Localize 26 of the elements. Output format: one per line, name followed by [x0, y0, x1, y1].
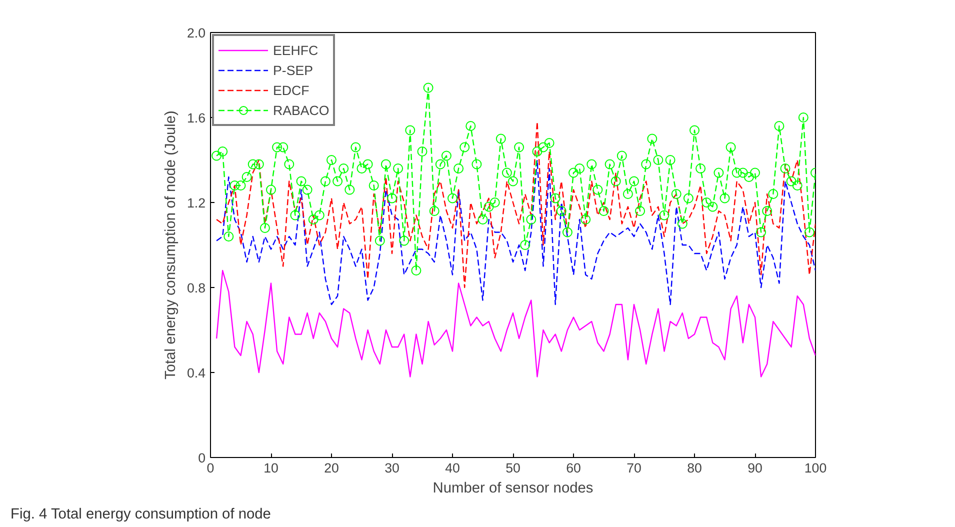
y-tick-label: 2.0 [186, 26, 206, 40]
legend-label: P-SEP [273, 62, 313, 78]
caption: Fig. 4 Total energy consumption of node [10, 506, 271, 522]
x-tick-label: 20 [324, 460, 339, 476]
x-tick-label: 50 [506, 460, 520, 476]
x-tick-label: 40 [445, 460, 460, 476]
x-tick-label: 90 [748, 460, 762, 476]
x-axis-title: Number of sensor nodes [432, 480, 594, 496]
y-tick-label: 1.2 [186, 196, 206, 210]
x-tick-label: 30 [384, 460, 400, 476]
y-axis-title: Total energy consumption of node (Joule) [162, 110, 179, 380]
y-tick-label: 0 [198, 450, 206, 466]
y-tick-label: 0.4 [186, 366, 206, 380]
x-tick-label: 60 [566, 460, 581, 476]
legend-label: EDCF [273, 82, 310, 98]
line-series [216, 159, 816, 306]
x-tick-label: 10 [264, 460, 278, 476]
legend-label: RABACO [273, 102, 330, 118]
y-tick-label: 1.6 [186, 110, 206, 126]
line-series [216, 121, 816, 288]
y-tick-label: 0.8 [186, 280, 206, 296]
x-tick-label: 80 [687, 460, 702, 476]
x-tick-label: 70 [626, 460, 642, 476]
line-series [216, 270, 816, 378]
legend-label: EEHFC [273, 42, 318, 58]
x-tick-label: 100 [804, 460, 827, 476]
